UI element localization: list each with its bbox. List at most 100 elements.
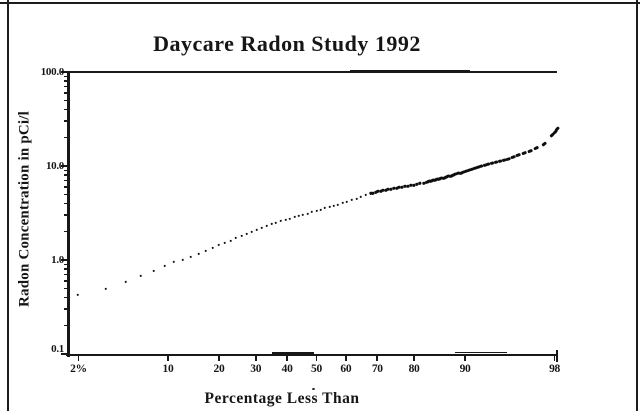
x-tick-label: 30 [250,362,262,375]
data-point [315,209,318,213]
data-point [181,258,185,262]
x-tick-label: 50 [311,362,322,375]
data-point [124,279,128,284]
data-point [336,203,340,206]
data-point [245,232,249,236]
y-minor-tick [63,92,68,94]
data-point [332,204,336,208]
data-point [77,293,80,297]
y-major-tick [61,259,68,261]
x-tick [218,354,220,361]
data-point [345,200,349,204]
data-point [323,206,327,210]
y-minor-tick [63,193,68,195]
y-minor-tick [63,169,68,171]
data-point [270,222,274,226]
data-point [540,141,547,147]
y-minor-tick [63,280,68,282]
data-point [223,241,227,245]
x-tick [315,354,318,361]
y-minor-tick [63,108,68,111]
data-point [301,213,305,217]
x-tick-label: 90 [459,362,471,375]
x-tick-label: 20 [213,362,225,375]
data-point [359,195,363,199]
data-point [152,269,156,273]
data-point [274,221,278,225]
scan-border-right [636,0,638,411]
y-minor-tick [63,325,68,327]
data-point [319,208,323,212]
data-point [255,228,259,232]
y-major-tick [61,165,68,167]
scan-border-top [0,2,640,4]
x-axis-line [66,353,558,356]
y-minor-tick [63,273,68,276]
x-axis-title: Percentage Less Than [204,390,360,407]
data-point [341,201,345,205]
y-minor-tick [63,186,68,188]
y-minor-tick [63,99,68,101]
y-minor-tick [63,287,68,289]
y-axis-line [67,70,70,357]
x-tick [376,354,379,361]
data-point [172,260,176,264]
x-axis-scan-double-1 [455,351,507,354]
x-tick [464,354,466,361]
x-tick-label: 80 [408,362,420,375]
y-minor-tick [63,308,68,310]
y-tick-label: 1.0 [51,254,64,266]
x-tick [77,354,80,361]
data-point [204,249,208,253]
data-point [279,219,283,223]
data-point [533,145,539,150]
data-point [105,287,108,291]
plot-top-border-scan-double [350,69,470,71]
x-tick [344,354,347,361]
data-point [350,198,354,202]
x-tick [413,354,415,361]
scan-speck [312,388,315,390]
x-axis-scan-double-2 [272,352,314,354]
data-point [526,148,533,153]
data-point [197,251,201,256]
x-tick [254,354,257,361]
data-point [139,274,143,278]
y-minor-tick [63,231,68,233]
y-minor-tick [63,268,68,270]
data-point [240,234,244,238]
x-tick-label: 60 [340,362,352,375]
data-point [288,217,292,221]
scan-border-left [7,0,9,411]
data-point [364,193,368,197]
y-minor-tick [63,296,68,299]
y-axis-title: Radon Concentration in pCi/l [16,110,33,308]
x-tick-label: 2% [70,362,87,375]
data-point [265,224,269,228]
x-tick [286,354,289,361]
data-point [328,205,332,209]
data-point [306,212,310,216]
y-tick-label: 10.0 [45,160,64,172]
y-minor-tick [63,120,68,122]
y-tick-label: 0.1 [51,343,64,355]
y-major-tick [61,71,68,73]
data-point [520,150,527,156]
y-minor-tick [63,85,68,88]
y-minor-tick [63,202,68,205]
data-point [515,153,521,158]
y-tick-label: 100.0 [40,66,65,78]
data-point [211,246,215,250]
y-major-tick [61,353,68,355]
x-axis-end-tick [555,349,558,362]
y-minor-tick [63,263,68,265]
chart-title: Daycare Radon Study 1992 [153,31,421,56]
x-tick-label: 70 [371,362,383,375]
data-point [250,230,254,234]
data-point [284,218,288,222]
y-minor-tick [63,179,68,182]
x-tick-label: 40 [281,362,293,375]
plot-top-border [68,70,557,73]
y-minor-tick [63,137,68,139]
